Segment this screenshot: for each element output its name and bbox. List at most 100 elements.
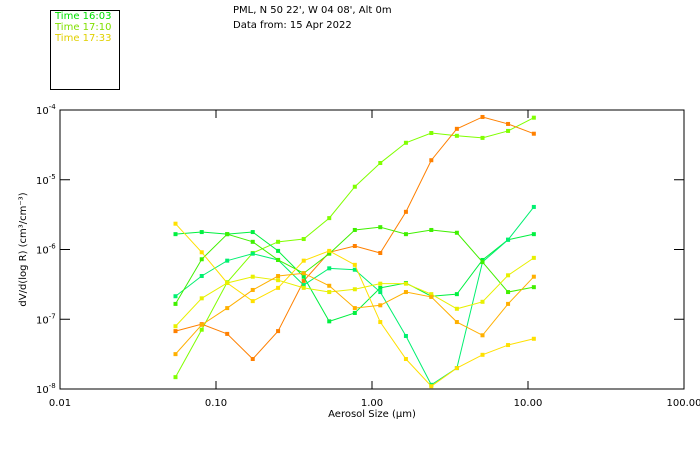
y-tick-label: 10-5 xyxy=(36,173,56,187)
data-point xyxy=(454,133,459,138)
data-point xyxy=(378,281,383,286)
data-point xyxy=(378,250,383,255)
data-point xyxy=(403,290,408,295)
data-point xyxy=(250,230,255,235)
data-point xyxy=(173,232,178,237)
data-point xyxy=(199,322,204,327)
data-point xyxy=(429,158,434,163)
data-point xyxy=(429,292,434,297)
y-tick-label: 10-7 xyxy=(36,312,56,326)
data-point xyxy=(352,244,357,249)
data-point xyxy=(403,333,408,338)
data-point xyxy=(531,255,536,260)
data-point xyxy=(301,237,306,242)
data-point xyxy=(531,285,536,290)
data-point xyxy=(506,273,511,278)
plot-frame xyxy=(59,109,685,390)
data-point xyxy=(276,239,281,244)
data-point xyxy=(173,352,178,357)
data-point xyxy=(531,131,536,136)
data-point xyxy=(301,278,306,283)
data-point xyxy=(378,285,383,290)
data-point xyxy=(327,251,332,256)
data-point xyxy=(352,287,357,292)
data-point xyxy=(454,292,459,297)
series-6 xyxy=(173,221,536,389)
x-tick-label: 10.00 xyxy=(514,398,543,409)
data-point xyxy=(173,375,178,380)
data-point xyxy=(531,232,536,237)
data-point xyxy=(173,324,178,329)
data-point xyxy=(250,287,255,292)
data-point xyxy=(276,248,281,253)
series-7 xyxy=(173,255,536,329)
data-point xyxy=(301,271,306,276)
x-tick-label: 1.00 xyxy=(361,398,383,409)
series-line xyxy=(175,116,535,360)
data-point xyxy=(506,128,511,133)
y-tick-label: 10-8 xyxy=(36,382,56,396)
data-point xyxy=(480,114,485,119)
data-point xyxy=(403,281,408,286)
data-point xyxy=(429,384,434,389)
data-point xyxy=(429,227,434,232)
data-point xyxy=(173,221,178,226)
data-point xyxy=(454,320,459,325)
data-point xyxy=(276,329,281,334)
data-point xyxy=(506,121,511,126)
x-tick-label: 0.01 xyxy=(49,398,71,409)
series-2 xyxy=(173,114,536,362)
legend-entry-3: Time 17:33 xyxy=(55,33,112,44)
data-point xyxy=(378,161,383,166)
data-point xyxy=(429,131,434,136)
data-point xyxy=(173,294,178,299)
data-point xyxy=(327,319,332,324)
data-point xyxy=(506,290,511,295)
data-point xyxy=(480,260,485,265)
date-title: Data from: 15 Apr 2022 xyxy=(233,20,352,31)
data-point xyxy=(250,357,255,362)
series-line xyxy=(175,223,534,387)
data-point xyxy=(378,225,383,230)
data-point xyxy=(301,283,306,288)
data-point xyxy=(199,257,204,262)
data-point xyxy=(225,232,230,237)
data-point xyxy=(506,343,511,348)
data-point xyxy=(301,258,306,263)
data-point xyxy=(327,216,332,221)
data-point xyxy=(199,274,204,279)
data-point xyxy=(352,262,357,267)
data-point xyxy=(403,357,408,362)
data-point xyxy=(199,250,204,255)
data-point xyxy=(199,296,204,301)
data-point xyxy=(352,267,357,272)
data-point xyxy=(199,230,204,235)
data-point xyxy=(403,209,408,214)
data-point xyxy=(276,257,281,262)
data-point xyxy=(301,274,306,279)
data-point xyxy=(352,184,357,189)
data-point xyxy=(480,352,485,357)
data-point xyxy=(531,274,536,279)
data-point xyxy=(378,303,383,308)
data-point xyxy=(276,285,281,290)
data-point xyxy=(403,232,408,237)
x-axis-label: Aerosol Size (µm) xyxy=(328,409,416,420)
y-axis-label: dV/d(log R) (cm³/cm⁻³) xyxy=(18,192,29,306)
data-point xyxy=(454,230,459,235)
data-point xyxy=(403,140,408,145)
data-point xyxy=(173,301,178,306)
data-point xyxy=(225,331,230,336)
data-point xyxy=(480,257,485,262)
data-point xyxy=(454,366,459,371)
data-point xyxy=(327,248,332,253)
data-point xyxy=(480,135,485,140)
data-point xyxy=(301,285,306,290)
data-point xyxy=(531,336,536,341)
data-point xyxy=(378,290,383,295)
legend: Time 16:03 Time 17:10 Time 17:33 xyxy=(50,10,120,90)
series-8 xyxy=(173,271,536,357)
data-point xyxy=(250,251,255,256)
